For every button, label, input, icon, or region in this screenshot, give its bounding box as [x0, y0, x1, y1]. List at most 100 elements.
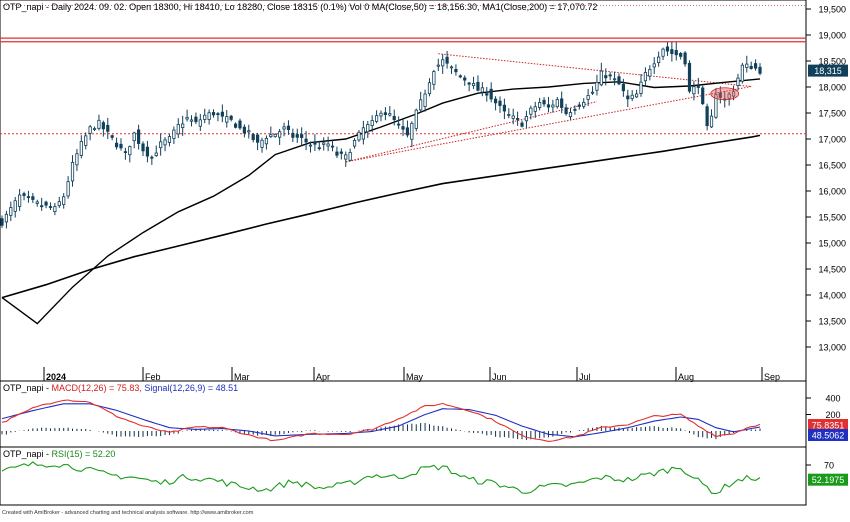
candle-down	[119, 143, 123, 149]
candle-up	[344, 154, 348, 160]
candle-down	[758, 66, 762, 74]
ma50-line	[1, 78, 761, 325]
candle-up	[538, 102, 542, 108]
candle-down	[542, 99, 546, 105]
candle-up	[203, 114, 207, 120]
candle-down	[560, 98, 564, 108]
candle-down	[48, 206, 53, 208]
candle-up	[366, 124, 370, 133]
candle-up	[35, 201, 39, 204]
x-tick-label: Aug	[678, 372, 694, 382]
candle-down	[339, 151, 343, 154]
candle-up	[66, 181, 70, 197]
candle-down	[141, 143, 145, 152]
y-tick-label: 17,000	[818, 135, 846, 145]
candle-up	[692, 86, 696, 95]
candle-up	[745, 63, 749, 68]
candle-down	[705, 106, 709, 126]
candle-up	[70, 162, 75, 182]
axis-layer: 13,000 13,500 14,000 14,500 15,000 15,500 16,0…	[43, 5, 848, 486]
x-tick-label: Jul	[579, 372, 591, 382]
rsi-panel[interactable]	[0, 446, 807, 506]
candle-up	[154, 152, 158, 157]
candle-up	[132, 132, 136, 142]
candle-down	[718, 92, 722, 98]
candle-up	[423, 93, 427, 107]
candle-down	[679, 53, 683, 57]
candle-down	[40, 205, 44, 208]
candle-down	[485, 93, 489, 96]
candle-up	[75, 153, 79, 166]
candle-down	[114, 142, 119, 148]
x-tick-label: Jun	[492, 372, 507, 382]
candle-down	[304, 138, 308, 143]
price-layer	[0, 4, 806, 325]
y-tick-label: 16,500	[818, 161, 846, 171]
trendline	[345, 101, 598, 163]
candle-up	[176, 124, 180, 135]
candle-down	[564, 107, 568, 115]
x-tick-label: Mar	[234, 372, 250, 382]
rsi-y-tick-label: 70	[824, 461, 834, 471]
candle-up	[18, 194, 22, 207]
candle-up	[159, 141, 163, 149]
candle-up	[4, 213, 9, 223]
candle-down	[31, 196, 35, 200]
candle-down	[22, 193, 26, 196]
candle-up	[185, 116, 189, 120]
candle-up	[172, 129, 176, 139]
candle-up	[590, 91, 595, 94]
candle-down	[251, 134, 255, 141]
candle-down	[150, 156, 154, 159]
candle-up	[740, 64, 744, 82]
candle-up	[167, 136, 172, 143]
candle-up	[432, 71, 436, 85]
y-tick-label: 19,000	[818, 31, 846, 41]
candle-up	[714, 94, 718, 118]
candle-down	[498, 100, 502, 106]
candle-down	[516, 118, 520, 120]
candle-down	[211, 112, 216, 116]
candle-up	[163, 139, 167, 146]
candle-down	[520, 122, 524, 127]
candle-down	[397, 123, 401, 126]
candle-up	[511, 115, 515, 119]
candle-up	[736, 77, 740, 86]
candle-down	[300, 134, 304, 138]
candle-down	[110, 135, 114, 138]
candle-up	[361, 127, 365, 140]
candle-down	[696, 85, 700, 88]
macd-y-tick-label: 400	[825, 394, 840, 404]
candle-down	[137, 129, 141, 144]
candle-up	[643, 72, 648, 82]
y-tick-label: 16,000	[818, 187, 846, 197]
y-tick-label: 18,000	[818, 83, 846, 93]
candle-down	[123, 151, 127, 154]
signal-label: Signal(12,26,9) = 48.51	[144, 383, 238, 393]
candle-up	[507, 114, 511, 116]
candle-up	[630, 94, 634, 99]
macd-y-tick-label: 200	[825, 410, 840, 420]
candle-up	[370, 120, 374, 127]
x-tick-label: Apr	[316, 372, 330, 382]
candle-down	[608, 74, 612, 77]
price-panel[interactable]	[0, 0, 807, 382]
candle-down	[194, 116, 198, 123]
candle-down	[286, 125, 291, 131]
x-tick-label: Sep	[764, 372, 780, 382]
candle-up	[308, 144, 313, 147]
macd-badge-label: 48.5062	[812, 431, 845, 441]
price-header: OTP_napi - Daily 2024. 09. 02. Open 1830…	[3, 2, 597, 12]
candle-up	[388, 113, 392, 116]
y-tick-label: 14,500	[818, 265, 846, 275]
candle-up	[128, 146, 132, 156]
candle-up	[282, 126, 286, 130]
y-tick-label: 13,000	[818, 343, 846, 353]
candle-down	[330, 145, 335, 148]
candle-down	[383, 112, 388, 115]
candle-up	[269, 134, 273, 137]
y-tick-label: 15,500	[818, 213, 846, 223]
candle-down	[392, 115, 396, 121]
